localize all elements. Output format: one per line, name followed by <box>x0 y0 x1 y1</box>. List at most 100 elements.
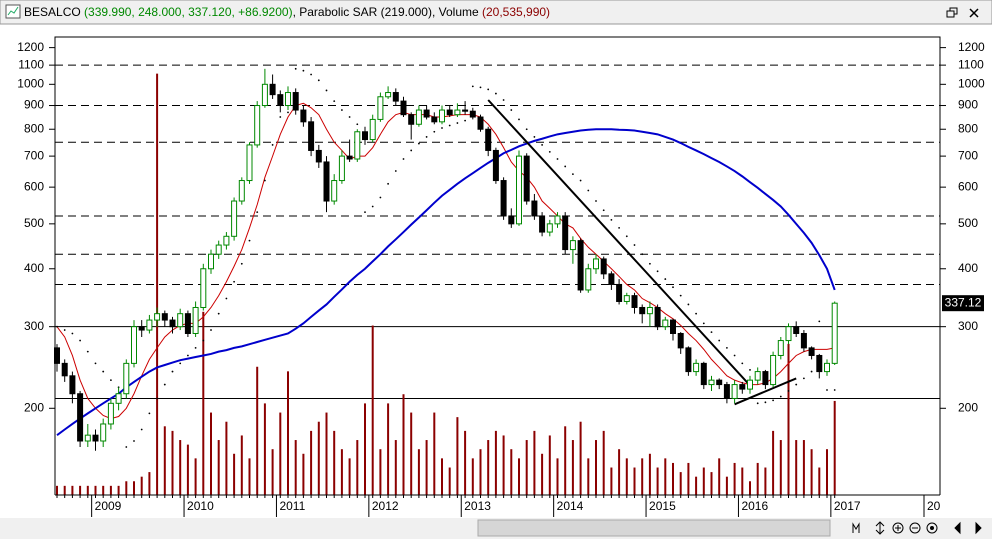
volume-bar <box>210 412 212 495</box>
volume-bar <box>325 412 328 495</box>
y-tick-label: 1200 <box>17 40 44 54</box>
sar-dot <box>133 440 135 442</box>
candle-body <box>492 149 499 182</box>
sar-dot <box>726 346 728 349</box>
sar-dot <box>810 370 813 373</box>
volume-bar <box>402 394 405 495</box>
x-tick-label: 2016 <box>741 499 768 513</box>
sar-dot <box>456 122 459 124</box>
sar-dot <box>702 322 705 325</box>
x-tick-label: 2013 <box>464 499 491 513</box>
sar-dot <box>287 111 289 114</box>
candle-body <box>115 393 122 404</box>
x-tick-label: 2010 <box>187 499 214 513</box>
sar-dot <box>441 127 443 129</box>
sar-dot <box>187 354 189 357</box>
price-label: 337.12 <box>945 295 982 309</box>
volume-bar <box>779 440 782 495</box>
volume-bar <box>487 440 490 495</box>
candle-body <box>569 240 576 251</box>
sar-dot <box>649 262 651 265</box>
volume-bar <box>579 421 582 495</box>
sar-dot <box>341 109 343 111</box>
candle-body <box>392 92 399 102</box>
volume-bar <box>233 453 236 495</box>
candle-body <box>600 258 607 275</box>
y-tick-label: 700 <box>24 148 44 162</box>
sar-dot <box>595 200 597 202</box>
candle-body <box>77 393 84 442</box>
volume-bar <box>648 453 651 495</box>
y-tick-label-right: 800 <box>958 121 978 135</box>
sar-dot <box>525 128 528 131</box>
sar-dot <box>317 79 320 82</box>
scrollbar-thumb[interactable] <box>477 519 831 537</box>
volume-bar <box>587 458 590 495</box>
candle-body <box>177 313 184 328</box>
candle-body <box>824 362 830 373</box>
volume-bar <box>340 449 343 495</box>
symbol: BESALCO <box>24 5 81 19</box>
sar-dot <box>294 67 297 70</box>
sar-dot <box>248 239 251 242</box>
sar-dot <box>125 446 128 448</box>
chart-icon <box>5 4 21 19</box>
sar-dot <box>772 399 774 402</box>
sar-dot <box>548 150 551 153</box>
candle-body <box>739 384 746 390</box>
sar-dot <box>179 362 182 365</box>
candle-body <box>793 326 800 334</box>
sar-dot <box>579 179 582 182</box>
candle-body <box>123 362 130 395</box>
candle-body <box>423 109 430 118</box>
sar-dot <box>240 262 243 265</box>
y-tick-label: 800 <box>24 121 44 135</box>
sar-dot <box>140 428 143 431</box>
sar-dot <box>679 294 682 297</box>
price-label-box <box>942 295 984 312</box>
y-tick-label-right: 600 <box>958 179 978 193</box>
candle-body <box>731 384 738 399</box>
candle-body <box>577 240 584 291</box>
y-tick-label-right: 1200 <box>958 40 985 54</box>
sar-dot <box>487 88 490 91</box>
volume-bar <box>364 403 366 495</box>
candle-body <box>269 83 276 96</box>
sar-dot <box>471 85 474 88</box>
sar-dot <box>364 211 366 214</box>
close-button[interactable] <box>966 6 982 20</box>
sar-dot <box>79 339 81 342</box>
candle-body <box>315 149 322 163</box>
sar-dot <box>741 362 744 365</box>
sar-dot <box>602 209 605 212</box>
sar-dot <box>779 395 782 398</box>
candle-body <box>261 83 268 107</box>
candle-body <box>462 109 469 112</box>
candle-body <box>531 200 538 217</box>
volume-bar <box>556 458 559 495</box>
candle-body <box>677 332 684 349</box>
candle-body <box>831 302 838 364</box>
volume-bar <box>202 311 205 495</box>
restore-button[interactable] <box>944 6 960 20</box>
y-tick-label-right: 200 <box>958 400 978 414</box>
sar-dot <box>448 124 451 127</box>
sar-dot <box>664 278 667 280</box>
candle-body <box>323 161 330 202</box>
candle-body <box>562 215 569 251</box>
volume-bar <box>294 440 297 495</box>
volume-bar <box>464 430 467 495</box>
sar-dot <box>418 142 420 145</box>
volume-bar <box>702 467 705 495</box>
toolbar-icons[interactable] <box>852 521 982 535</box>
volume-bar <box>833 400 836 495</box>
candle-body <box>539 215 546 233</box>
x-tick-label: 2011 <box>279 499 305 513</box>
sar-dot <box>710 331 713 334</box>
volume-bar <box>810 449 813 495</box>
sar-dot <box>279 116 282 118</box>
y-tick-label-right: 700 <box>958 148 978 162</box>
sar-dot <box>379 196 382 199</box>
volume-bar <box>102 485 105 495</box>
volume-bar <box>541 453 544 495</box>
